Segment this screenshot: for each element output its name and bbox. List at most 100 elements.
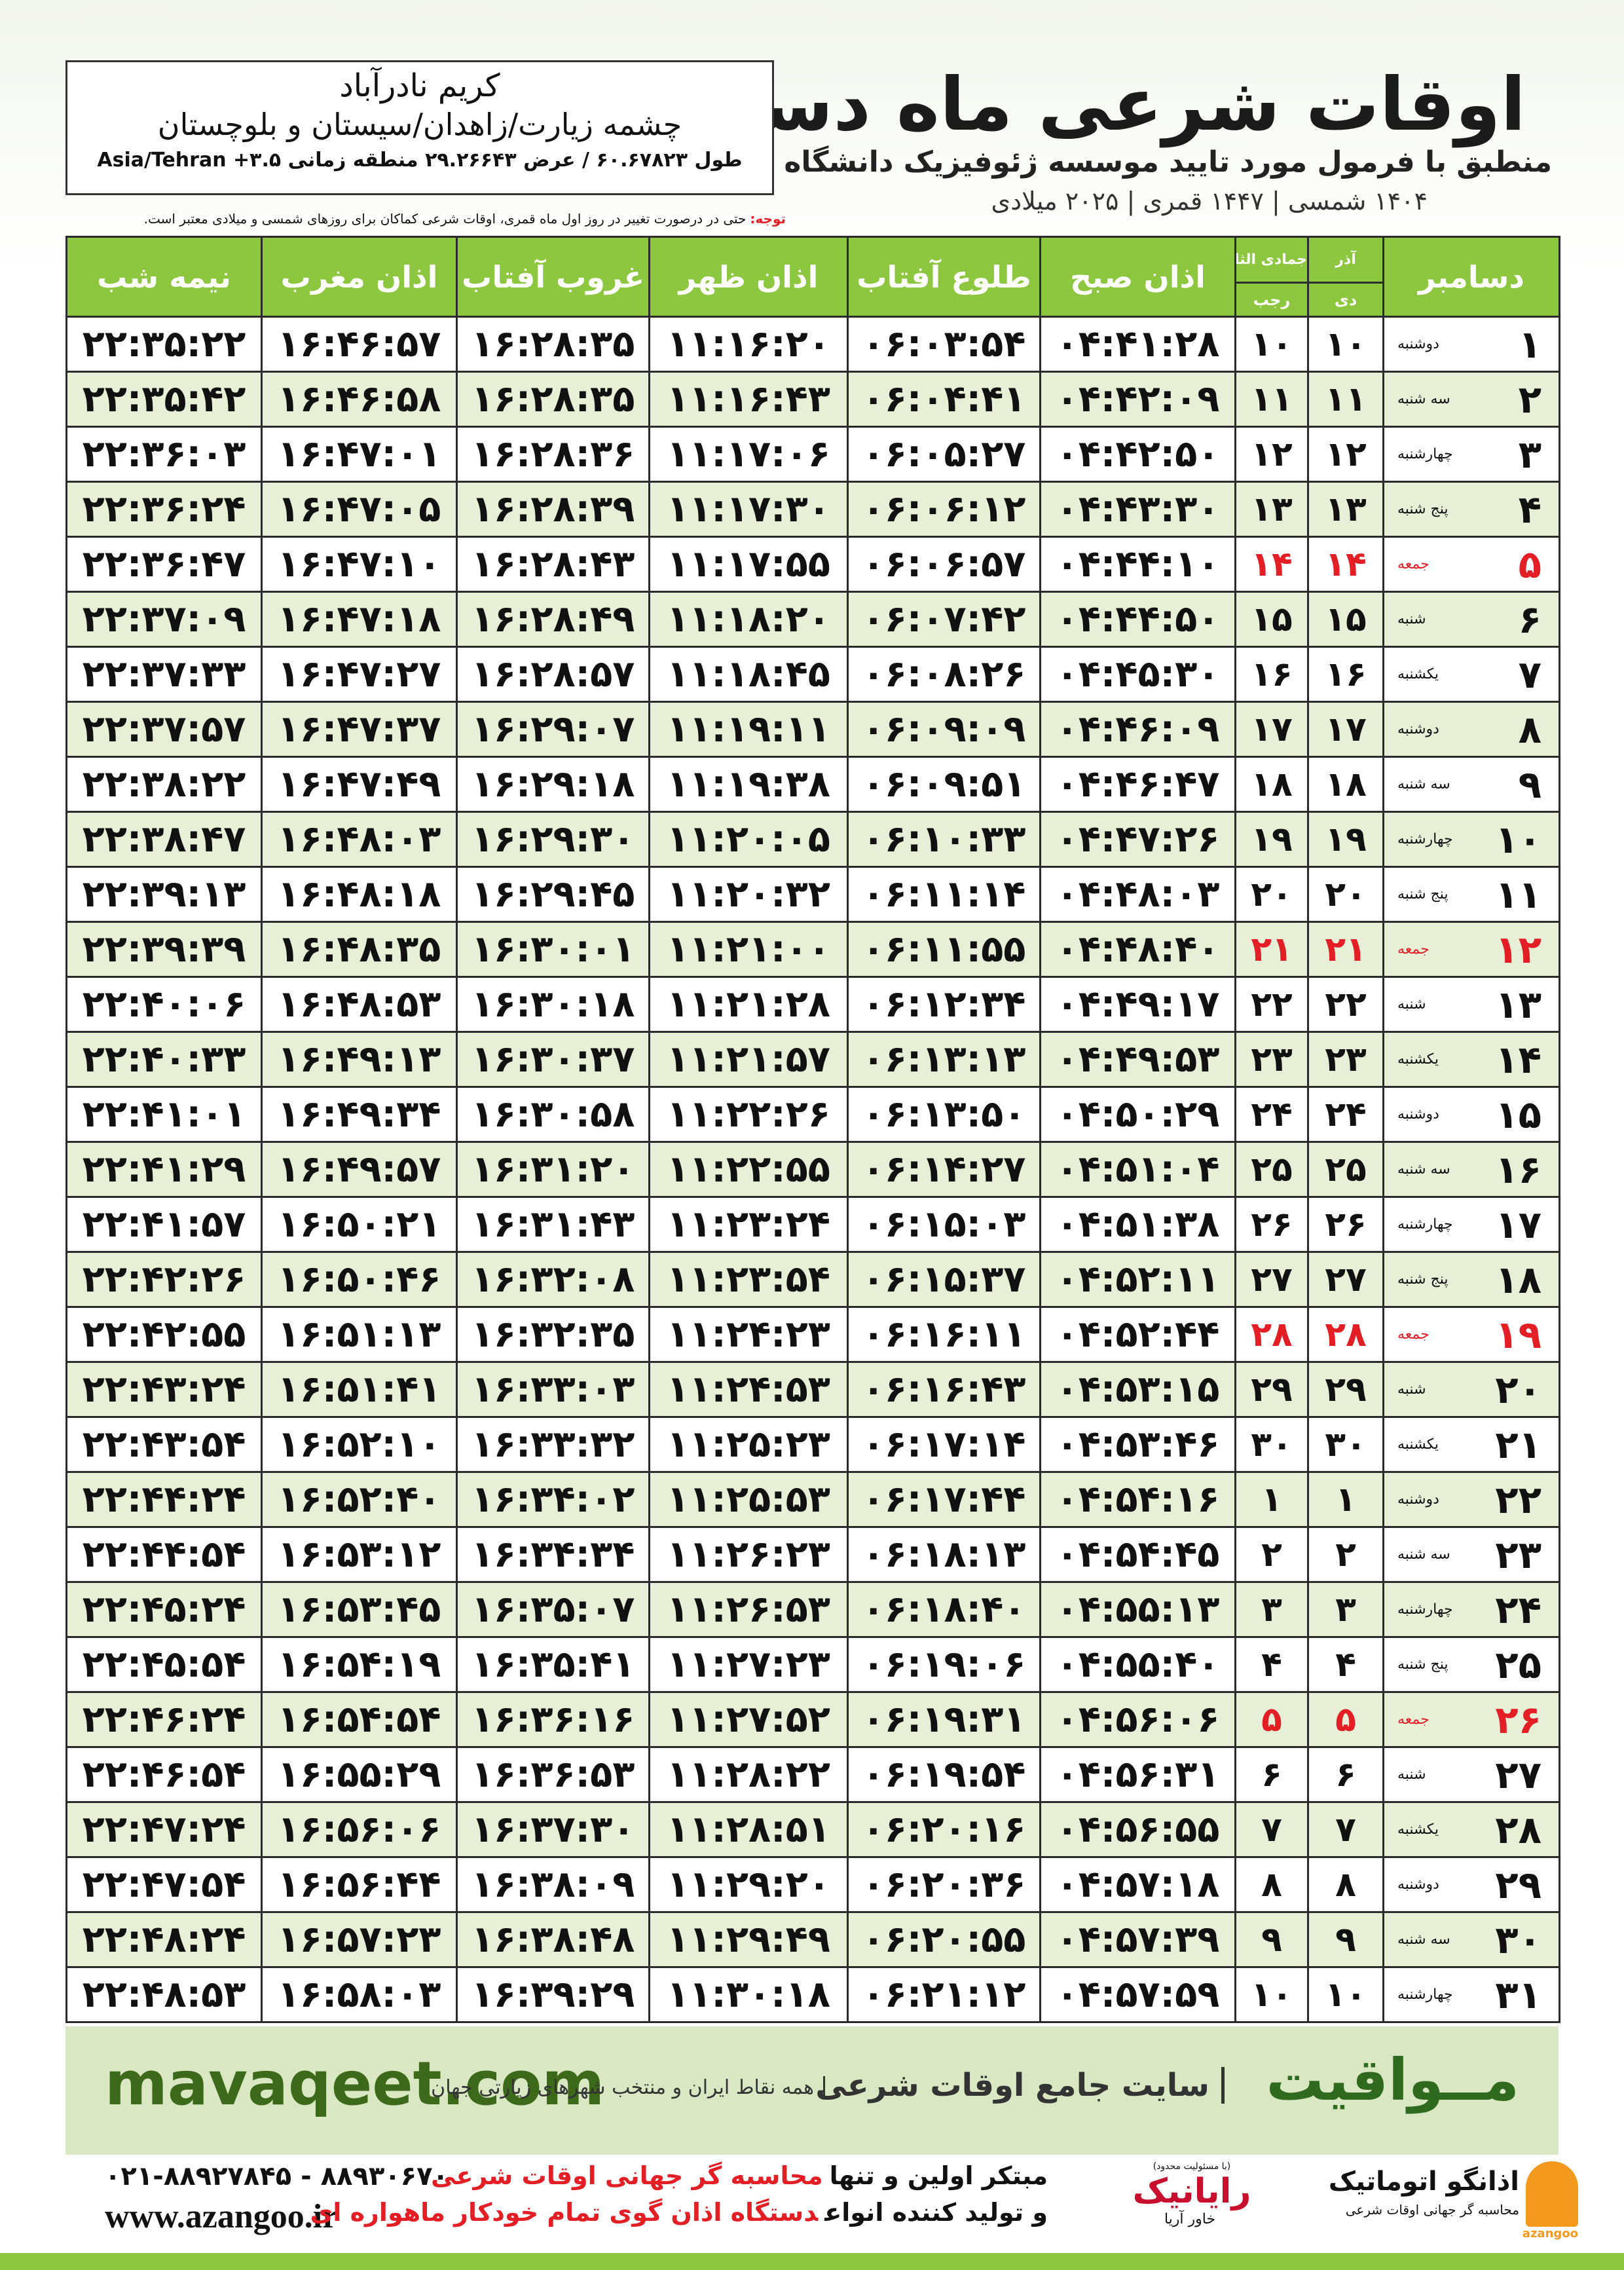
time: ۰۴:۴۱:۲۸ xyxy=(1056,323,1220,365)
time-cell: ۲۲:۴۷:۵۴ xyxy=(65,1856,263,1914)
time-cell: ۱۶:۲۸:۳۹ xyxy=(456,481,650,538)
time: ۰۴:۵۱:۳۸ xyxy=(1056,1203,1220,1246)
solar-day: ۱۹ xyxy=(1307,811,1384,868)
solar-day: ۲۱ xyxy=(1307,921,1384,978)
day-number: ۲۹ xyxy=(1495,1862,1541,1907)
time-cell: ۰۶:۱۹:۳۱ xyxy=(847,1691,1041,1749)
weekday: جمعه xyxy=(1397,1711,1430,1728)
lunar-day: ۲۷ xyxy=(1234,1251,1309,1309)
solar-day: ۶ xyxy=(1307,1746,1384,1804)
time: ۱۱:۲۱:۲۸ xyxy=(667,983,830,1026)
lunar-day: ۱ xyxy=(1234,1471,1309,1529)
time-cell: ۱۱:۲۰:۳۲ xyxy=(648,866,849,923)
time: ۱۶:۳۲:۰۸ xyxy=(471,1258,635,1301)
time-cell: ۰۶:۰۶:۱۲ xyxy=(847,481,1041,538)
time: ۱۱:۲۰:۰۵ xyxy=(667,818,830,861)
time-cell: ۱۶:۳۶:۱۶ xyxy=(456,1691,650,1749)
time: ۱۶:۴۷:۰۵ xyxy=(277,488,441,531)
day-cell: ۲۷ شنبه xyxy=(1382,1746,1560,1804)
time: ۱۱:۱۷:۰۶ xyxy=(667,433,830,476)
time-cell: ۱۶:۳۰:۰۱ xyxy=(456,921,650,978)
time-cell: ۱۱:۱۷:۵۵ xyxy=(648,536,849,593)
time: ۰۶:۰۹:۰۹ xyxy=(862,708,1026,751)
weekday: سه شنبه xyxy=(1397,1931,1450,1948)
dates: ۱۴۰۴ شمسی | ۱۴۴۷ قمری | ۲۰۲۵ میلادی xyxy=(991,187,1428,215)
time-cell: ۲۲:۴۲:۵۵ xyxy=(65,1306,263,1364)
time-cell: ۲۲:۴۸:۵۳ xyxy=(65,1966,263,2024)
day-number: ۱۱ xyxy=(1495,872,1541,917)
time: ۱۱:۲۴:۲۳ xyxy=(667,1313,830,1356)
lunar-day: ۱۷ xyxy=(1234,701,1309,758)
time: ۱۱:۲۷:۲۳ xyxy=(667,1643,830,1686)
time-cell: ۱۶:۳۴:۳۴ xyxy=(456,1526,650,1584)
time-cell: ۰۴:۴۴:۱۰ xyxy=(1039,536,1236,593)
time: ۰۶:۰۶:۱۲ xyxy=(862,488,1026,531)
header-row: دی رجب xyxy=(67,282,1560,318)
solar-day: ۱۷ xyxy=(1307,701,1384,758)
time-cell: ۰۴:۵۷:۱۸ xyxy=(1039,1856,1236,1914)
time-cell: ۰۶:۱۷:۴۴ xyxy=(847,1471,1041,1529)
logo-name: رایانیک xyxy=(1132,2172,1251,2211)
time: ۱۶:۲۸:۵۷ xyxy=(471,653,635,696)
lunar-day: ۲ xyxy=(1234,1526,1309,1584)
time-cell: ۰۴:۴۲:۵۰ xyxy=(1039,426,1236,483)
time: ۰۶:۱۶:۴۳ xyxy=(862,1368,1026,1411)
subtitle: منطبق با فرمول مورد تایید موسسه ژئوفیزیک… xyxy=(692,145,1552,179)
time: ۱۶:۴۷:۳۷ xyxy=(277,708,441,751)
time: ۱۶:۵۲:۱۰ xyxy=(277,1423,441,1466)
day-number: ۱۳ xyxy=(1495,982,1541,1027)
time: ۱۶:۳۷:۳۰ xyxy=(471,1808,635,1851)
time-cell: ۱۱:۲۷:۵۲ xyxy=(648,1691,849,1749)
time: ۰۶:۱۱:۱۴ xyxy=(862,873,1026,916)
time-cell: ۱۶:۴۸:۵۳ xyxy=(261,976,458,1033)
time: ۰۴:۵۱:۰۴ xyxy=(1056,1148,1220,1191)
day-cell: ۵ جمعه xyxy=(1382,536,1560,593)
time-cell: ۲۲:۴۲:۲۶ xyxy=(65,1251,263,1309)
day-cell: ۳ چهارشنبه xyxy=(1382,426,1560,483)
time: ۱۶:۴۷:۱۰ xyxy=(277,543,441,586)
weekday: جمعه xyxy=(1397,940,1430,958)
time-cell: ۰۶:۱۸:۱۳ xyxy=(847,1526,1041,1584)
time: ۱۱:۲۸:۲۲ xyxy=(667,1753,830,1796)
time-cell: ۱۱:۱۶:۴۳ xyxy=(648,371,849,428)
time-cell: ۱۱:۲۳:۲۴ xyxy=(648,1196,849,1254)
time: ۲۲:۳۵:۴۲ xyxy=(82,378,246,421)
day-number: ۸ xyxy=(1518,707,1541,752)
footer-highlight: دستگاه اذان گوی تمام خودکار ماهواره ای xyxy=(310,2198,819,2227)
time-cell: ۲۲:۴۰:۳۳ xyxy=(65,1031,263,1088)
table-row: ۳ چهارشنبه ۱۲ ۱۲ ۰۴:۴۲:۵۰ ۰۶:۰۵:۲۷ ۱۱:۱۷:۰۶ ۱۶:… xyxy=(65,426,1560,483)
weekday: شنبه xyxy=(1397,1766,1426,1783)
time-cell: ۱۶:۵۱:۴۱ xyxy=(261,1361,458,1419)
day-cell: ۲۲ دوشنبه xyxy=(1382,1471,1560,1529)
weekday: یکشنبه xyxy=(1397,1821,1439,1838)
time: ۱۱:۲۱:۵۷ xyxy=(667,1038,830,1081)
time: ۰۶:۰۵:۲۷ xyxy=(862,433,1026,476)
time-cell: ۰۶:۱۸:۴۰ xyxy=(847,1581,1041,1639)
bottom-line xyxy=(0,2253,1624,2270)
time-cell: ۱۱:۲۸:۲۲ xyxy=(648,1746,849,1804)
day-number: ۲۶ xyxy=(1495,1697,1541,1742)
lunar-day: ۱۴ xyxy=(1234,536,1309,593)
time-cell: ۰۴:۴۷:۲۶ xyxy=(1039,811,1236,868)
time-cell: ۱۶:۴۷:۱۰ xyxy=(261,536,458,593)
time-cell: ۱۱:۲۴:۲۳ xyxy=(648,1306,849,1364)
weekday: چهارشنبه xyxy=(1397,830,1453,847)
time: ۰۴:۵۶:۰۶ xyxy=(1056,1698,1220,1741)
time-cell: ۲۲:۴۴:۲۴ xyxy=(65,1471,263,1529)
weekday: شنبه xyxy=(1397,1381,1426,1398)
time: ۰۴:۴۵:۳۰ xyxy=(1056,653,1220,696)
time-cell: ۰۴:۵۱:۳۸ xyxy=(1039,1196,1236,1254)
day-cell: ۱۴ یکشنبه xyxy=(1382,1031,1560,1088)
time-cell: ۰۴:۴۹:۱۷ xyxy=(1039,976,1236,1033)
time: ۱۶:۴۸:۰۳ xyxy=(277,818,441,861)
day-number: ۲۸ xyxy=(1495,1807,1541,1852)
time: ۰۶:۱۲:۳۴ xyxy=(862,983,1026,1026)
time: ۱۱:۲۰:۳۲ xyxy=(667,873,830,916)
time: ۱۶:۳۸:۴۸ xyxy=(471,1918,635,1962)
time-cell: ۱۶:۴۶:۵۸ xyxy=(261,371,458,428)
time-cell: ۰۴:۵۴:۴۵ xyxy=(1039,1526,1236,1584)
table-row: ۷ یکشنبه ۱۶ ۱۶ ۰۴:۴۵:۳۰ ۰۶:۰۸:۲۶ ۱۱:۱۸:۴۵ ۱۶:۲۸… xyxy=(65,646,1560,703)
time: ۱۶:۴۷:۱۸ xyxy=(277,598,441,641)
time: ۱۶:۳۰:۱۸ xyxy=(471,983,635,1026)
